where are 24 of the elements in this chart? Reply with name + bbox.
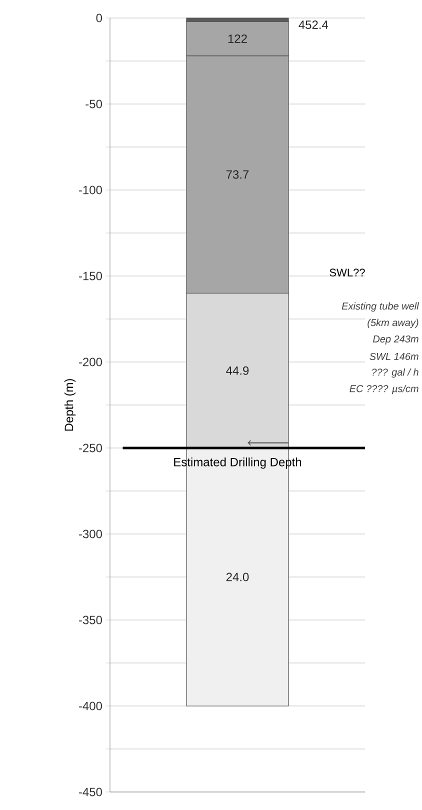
annotation: EC ???? µs/cm	[350, 384, 418, 394]
text: ??? gal / h	[372, 368, 418, 378]
y-tick-label: -450	[78, 788, 102, 796]
y-tick-label: 0	[96, 14, 102, 22]
y-tick-label: -50	[86, 100, 102, 108]
y-tick-label: -250	[78, 444, 102, 452]
y-tick-label: -400	[78, 702, 102, 710]
annotation: 24.0	[226, 572, 249, 582]
text: (5km away)	[368, 318, 418, 328]
annotation: 44.9	[226, 366, 249, 375]
annotation: Existing tube well	[342, 302, 420, 312]
y-tick-label: -100	[78, 186, 102, 194]
annotation: 122	[228, 34, 247, 43]
y-tick-label: -350	[78, 616, 102, 624]
annotation: 73.7	[226, 170, 249, 179]
annotation: SWL??	[330, 268, 365, 276]
y-tick-label: -300	[78, 530, 102, 538]
annotation: 452.4	[298, 20, 328, 30]
y-tick-label: -200	[78, 358, 102, 366]
ref-line-label: Estimated Drilling Depth	[174, 458, 302, 469]
text: SWL 146m	[370, 352, 418, 360]
y-tick-label: -150	[78, 272, 102, 280]
text: Dep 243m	[373, 335, 418, 345]
y-axis-title: Depth (m)	[64, 379, 76, 431]
